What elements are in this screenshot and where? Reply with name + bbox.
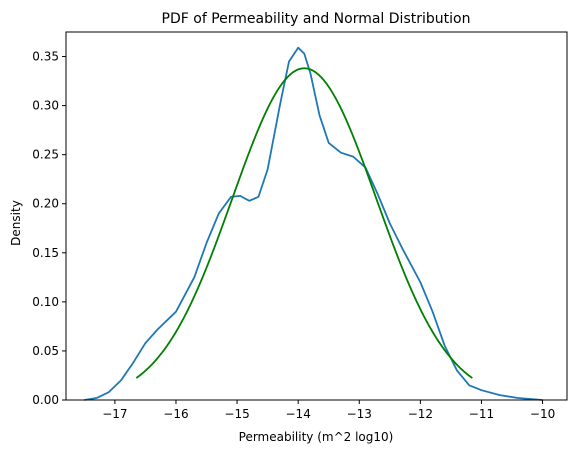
plot-area [66, 32, 567, 400]
y-tick-label: 0.35 [32, 50, 59, 64]
series-normal-line [135, 67, 473, 379]
x-tick-label: −14 [286, 407, 311, 421]
y-axis: 0.00 0.05 0.10 0.15 0.20 0.25 0.30 0.35 [32, 50, 66, 407]
y-tick-label: 0.10 [32, 295, 59, 309]
y-tick-label: 0.05 [32, 344, 59, 358]
series-kde-line [84, 46, 543, 401]
y-axis-label: Density [9, 200, 23, 246]
x-tick-label: −16 [163, 407, 188, 421]
x-tick-label: −10 [530, 407, 555, 421]
x-tick-label: −12 [408, 407, 433, 421]
y-tick-label: 0.15 [32, 246, 59, 260]
x-axis: −17 −16 −15 −14 −13 −12 −11 −10 [102, 400, 555, 421]
plot-background [66, 32, 567, 400]
y-tick-label: 0.20 [32, 197, 59, 211]
chart-title: PDF of Permeability and Normal Distribut… [162, 11, 471, 27]
x-tick-label: −15 [224, 407, 249, 421]
y-tick-label: 0.25 [32, 148, 59, 162]
x-axis-label: Permeability (m^2 log10) [239, 430, 394, 444]
series-layer [84, 46, 543, 401]
x-tick-label: −11 [469, 407, 494, 421]
plot-frame [65, 31, 568, 401]
y-tick-label: 0.00 [32, 393, 59, 407]
x-tick-label: −13 [347, 407, 372, 421]
x-tick-label: −17 [102, 407, 127, 421]
y-tick-label: 0.30 [32, 99, 59, 113]
